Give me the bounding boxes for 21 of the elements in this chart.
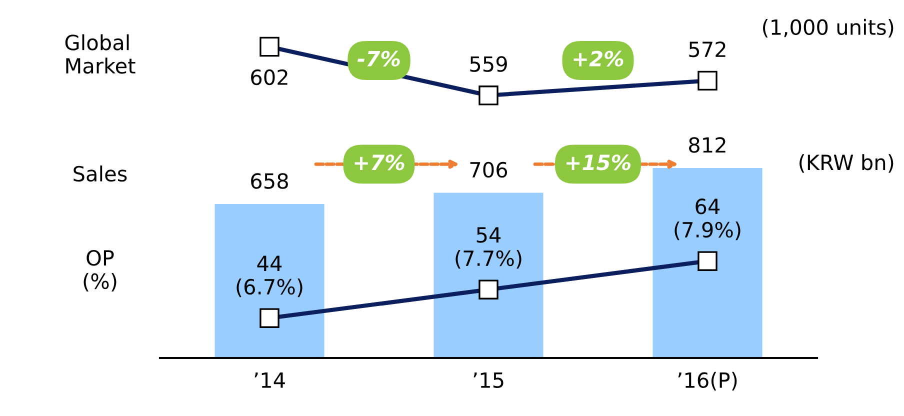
x-tick-label: ’16(P) bbox=[678, 372, 737, 390]
annotation: +7% bbox=[354, 154, 404, 170]
data-label: 559 bbox=[470, 56, 507, 72]
x-tick-label: ’14 bbox=[254, 372, 285, 388]
y-axis-title: Sales bbox=[74, 166, 127, 182]
data-label: 64 (7.9%) bbox=[674, 198, 740, 240]
text: (1,000 units) bbox=[763, 18, 894, 38]
data-label: 658 bbox=[251, 173, 288, 189]
data-label: 54 (7.7%) bbox=[456, 227, 522, 269]
x-tick-label: ’15 bbox=[474, 372, 504, 388]
y2-axis-title: OP (%) bbox=[84, 250, 116, 292]
annotation: +2% bbox=[574, 50, 624, 67]
data-label: 44 (6.7%) bbox=[236, 256, 302, 298]
annotation: -7% bbox=[358, 50, 400, 67]
annotation: +15% bbox=[566, 154, 631, 170]
data-label: 812 bbox=[689, 137, 726, 153]
annotation: (KRW bn) bbox=[800, 154, 894, 173]
data-label: 602 bbox=[251, 69, 288, 86]
y-axis-title: Global Market bbox=[65, 34, 136, 74]
data-label: 572 bbox=[689, 41, 726, 58]
data-label: 706 bbox=[470, 162, 508, 178]
